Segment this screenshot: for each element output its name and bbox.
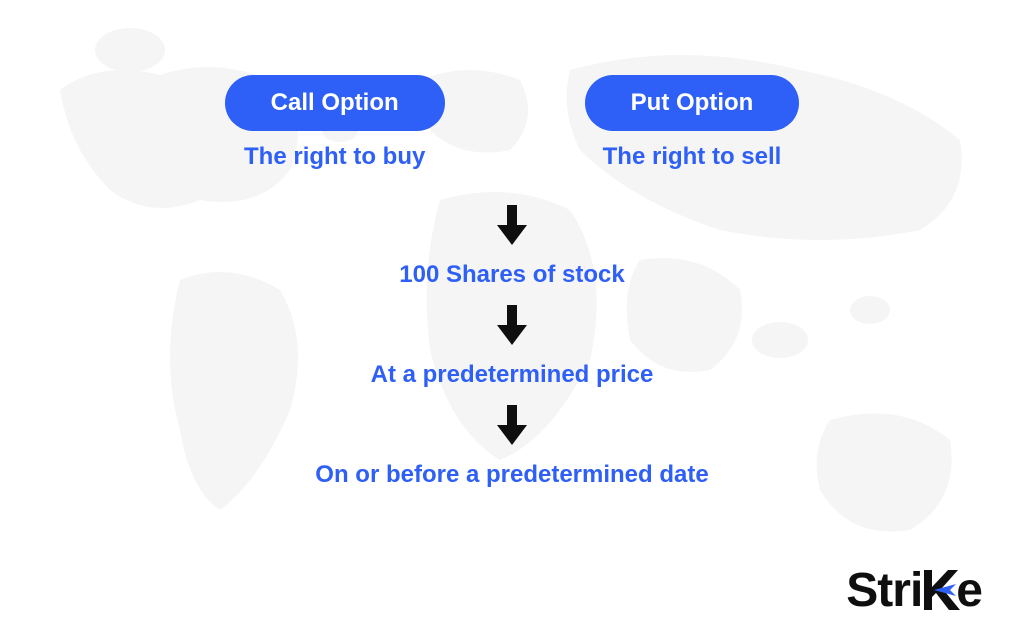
call-option-pill: Call Option [225, 75, 445, 131]
flow-step-price: At a predetermined price [371, 361, 654, 389]
arrow-down-icon [497, 405, 527, 445]
put-option-pill: Put Option [585, 75, 800, 131]
logo-prefix: Stri [846, 563, 922, 618]
call-option-subtitle: The right to buy [244, 143, 425, 171]
logo-k-glyph [922, 563, 956, 618]
arrow-down-icon [497, 305, 527, 345]
call-option-block: Call Option The right to buy [225, 75, 445, 171]
arrow-down-icon [497, 205, 527, 245]
options-row: Call Option The right to buy Put Option … [0, 0, 1024, 171]
put-option-block: Put Option The right to sell [585, 75, 800, 171]
flow-step-date: On or before a predetermined date [315, 461, 708, 489]
strike-logo: Stri e [846, 563, 982, 618]
flow-steps: 100 Shares of stock At a predetermined p… [0, 189, 1024, 489]
diagram-content: Call Option The right to buy Put Option … [0, 0, 1024, 640]
flow-step-shares: 100 Shares of stock [399, 261, 624, 289]
put-option-subtitle: The right to sell [603, 143, 782, 171]
